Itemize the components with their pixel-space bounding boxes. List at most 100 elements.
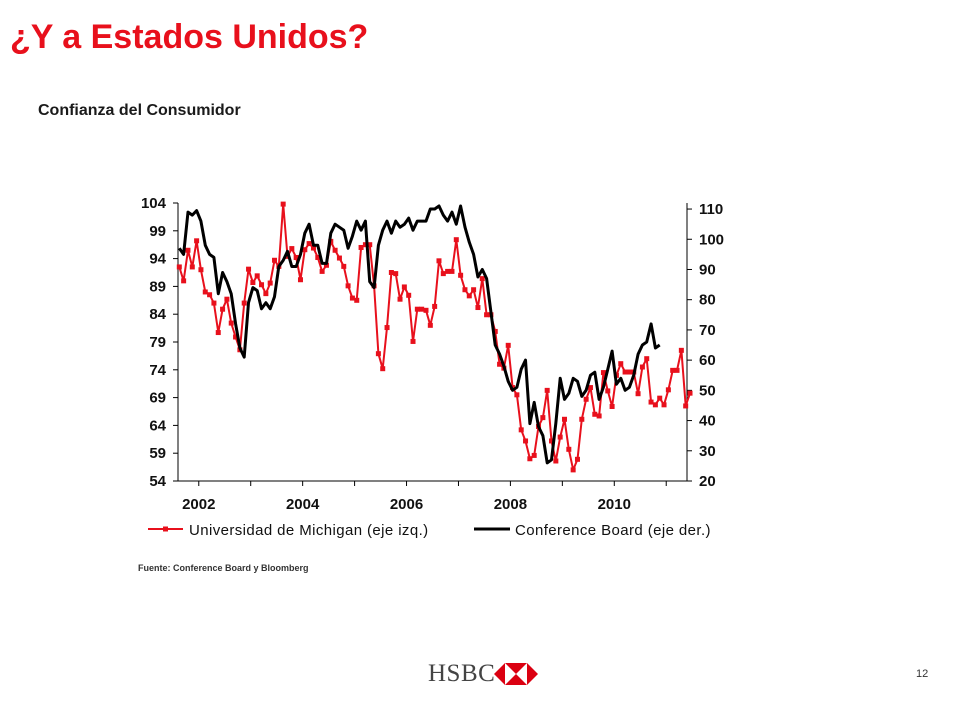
data-point-michigan — [259, 282, 265, 288]
data-point-michigan — [670, 367, 676, 373]
data-point-michigan — [639, 364, 645, 370]
data-point-michigan — [393, 271, 399, 277]
hsbc-hexagon-icon — [494, 663, 538, 685]
data-point-michigan — [544, 387, 550, 393]
data-point-michigan — [419, 306, 425, 312]
data-point-michigan — [466, 293, 472, 299]
data-point-michigan — [592, 411, 598, 417]
source-note: Fuente: Conference Board y Bloomberg — [138, 563, 309, 573]
data-point-michigan — [228, 320, 234, 326]
data-point-michigan — [332, 247, 338, 253]
page-number: 12 — [916, 668, 929, 680]
data-point-michigan — [202, 289, 208, 295]
data-point-michigan — [587, 385, 593, 391]
x-tick-label: 2004 — [286, 496, 320, 513]
data-point-michigan — [462, 287, 468, 293]
y-left-tick-label: 84 — [149, 306, 166, 323]
data-point-michigan — [618, 361, 624, 367]
data-point-michigan — [362, 242, 368, 248]
data-point-michigan — [241, 300, 247, 306]
data-point-michigan — [561, 416, 567, 422]
data-point-michigan — [635, 391, 641, 397]
data-point-michigan — [211, 300, 217, 306]
data-point-michigan — [445, 268, 451, 274]
data-point-michigan — [310, 245, 316, 251]
data-point-michigan — [622, 369, 628, 375]
data-point-michigan — [514, 392, 520, 398]
data-point-michigan — [280, 201, 286, 207]
data-point-michigan — [661, 402, 667, 408]
data-point-michigan — [605, 388, 611, 394]
data-point-michigan — [492, 328, 498, 334]
data-point-michigan — [540, 415, 546, 421]
data-point-michigan — [683, 403, 689, 409]
data-point-michigan — [345, 283, 351, 289]
y-left-tick-label: 104 — [141, 195, 167, 212]
data-point-michigan — [579, 416, 585, 422]
x-tick-label: 2006 — [390, 496, 423, 513]
data-point-michigan — [414, 306, 420, 312]
data-point-michigan — [224, 296, 230, 302]
data-point-michigan — [267, 280, 273, 286]
data-point-michigan — [427, 322, 433, 328]
data-point-michigan — [566, 446, 572, 452]
data-point-michigan — [181, 278, 187, 284]
data-point-michigan — [375, 351, 381, 357]
legend-label-michigan: Universidad de Michigan (eje izq.) — [189, 522, 429, 539]
data-point-michigan — [384, 325, 390, 331]
data-point-michigan — [272, 257, 278, 263]
y-right-tick-label: 80 — [699, 292, 716, 309]
data-point-michigan — [349, 295, 355, 301]
data-point-michigan — [336, 255, 342, 261]
y-left-tick-label: 74 — [149, 362, 166, 379]
series-line-conference-board — [178, 204, 661, 465]
data-point-michigan — [505, 342, 511, 348]
data-point-michigan — [678, 347, 684, 353]
data-point-michigan — [354, 297, 360, 303]
data-point-michigan — [233, 334, 239, 340]
y-right-tick-label: 70 — [699, 322, 716, 339]
data-point-michigan — [254, 273, 260, 279]
data-point-michigan — [644, 356, 650, 362]
data-point-michigan — [189, 264, 195, 270]
data-point-michigan — [250, 280, 256, 286]
x-tick-label: 2002 — [182, 496, 215, 513]
y-right-tick-label: 60 — [699, 352, 716, 369]
data-point-michigan — [458, 272, 464, 278]
y-right-tick-label: 110 — [699, 201, 723, 218]
data-point-michigan — [319, 268, 325, 274]
data-point-michigan — [306, 241, 312, 247]
y-left-tick-label: 64 — [149, 417, 166, 434]
data-point-michigan — [323, 262, 329, 268]
data-point-michigan — [410, 338, 416, 344]
data-point-michigan — [176, 264, 182, 270]
data-point-michigan — [423, 307, 429, 313]
data-point-michigan — [380, 366, 386, 372]
y-right-tick-label: 30 — [699, 443, 716, 460]
hsbc-logo-text: HSBC — [428, 660, 496, 687]
data-point-michigan — [185, 247, 191, 253]
y-right-tick-label: 100 — [699, 231, 724, 248]
legend-marker-michigan — [163, 526, 168, 532]
data-point-michigan — [479, 276, 485, 282]
data-point-michigan — [388, 270, 394, 275]
data-point-michigan — [358, 244, 364, 250]
data-point-michigan — [674, 367, 680, 373]
data-point-michigan — [297, 277, 303, 283]
data-point-michigan — [527, 456, 533, 462]
data-point-michigan — [367, 242, 373, 248]
y-left-tick-label: 99 — [149, 223, 166, 240]
y-right-tick-label: 50 — [699, 382, 716, 399]
data-point-michigan — [570, 467, 576, 473]
data-point-michigan — [497, 361, 503, 367]
data-point-michigan — [549, 438, 555, 444]
x-tick-label: 2010 — [598, 496, 631, 513]
data-point-michigan — [665, 387, 671, 393]
data-point-michigan — [600, 370, 606, 376]
data-point-michigan — [315, 254, 321, 260]
data-point-michigan — [397, 296, 403, 302]
x-tick-label: 2008 — [494, 496, 527, 513]
data-point-michigan — [609, 403, 615, 409]
data-point-michigan — [406, 292, 412, 298]
data-point-michigan — [302, 247, 308, 253]
